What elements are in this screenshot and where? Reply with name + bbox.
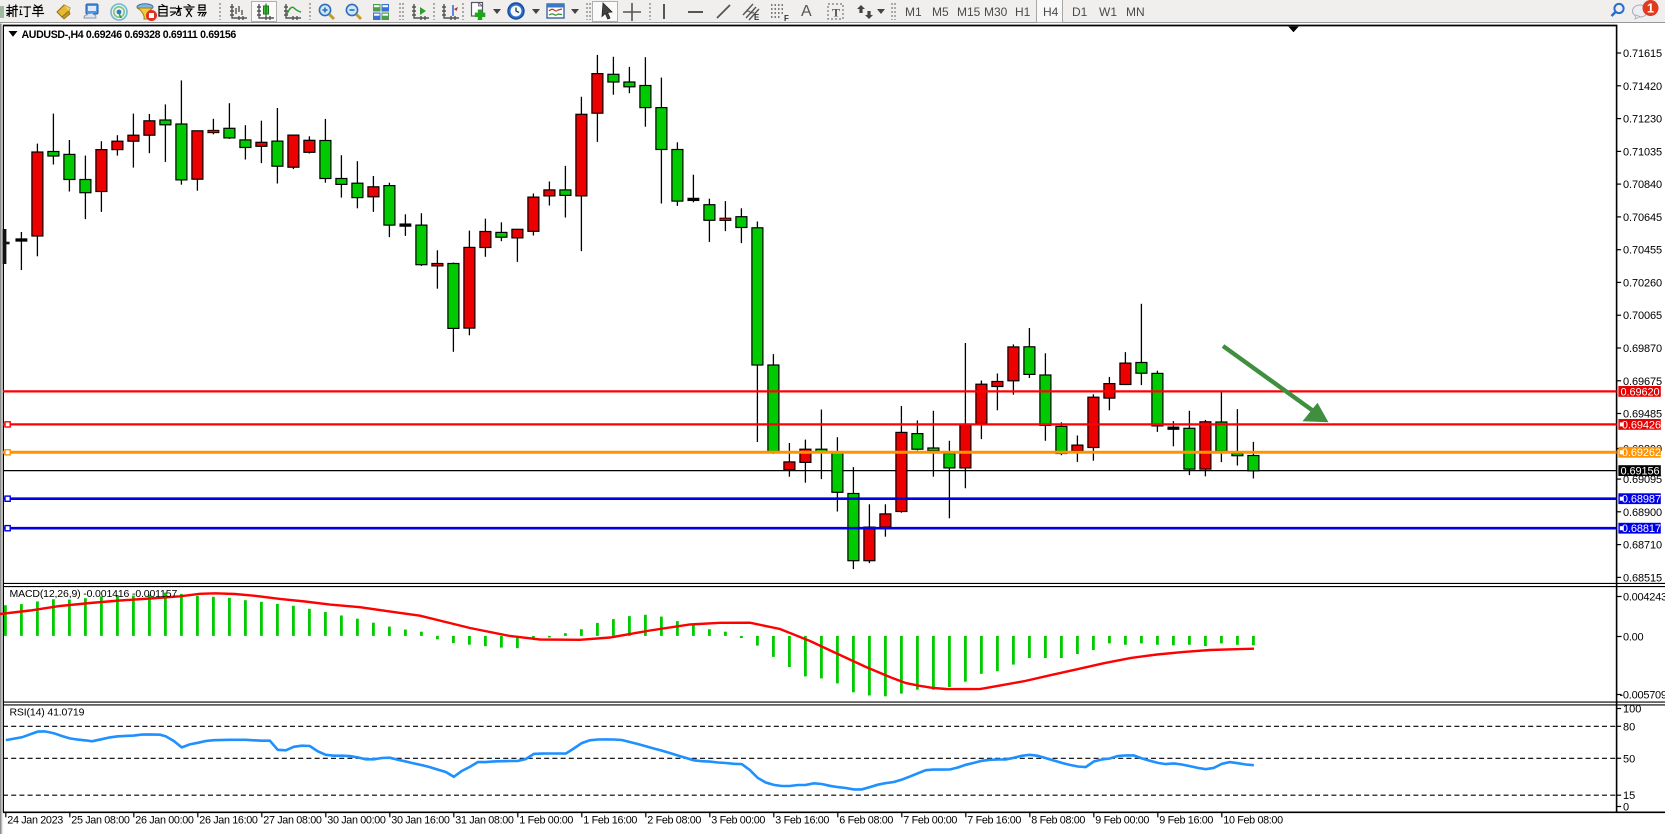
svg-text:26 Jan 00:00: 26 Jan 00:00 (135, 815, 194, 827)
svg-text:25 Jan 08:00: 25 Jan 08:00 (71, 815, 130, 827)
svg-text:26 Jan 16:00: 26 Jan 16:00 (199, 815, 258, 827)
svg-text:MACD(12,26,9) -0.001416 -0.001: MACD(12,26,9) -0.001416 -0.001157 (10, 588, 178, 600)
svg-text:7 Feb 16:00: 7 Feb 16:00 (967, 815, 1021, 827)
svg-text:0.68515: 0.68515 (1623, 572, 1662, 584)
svg-text:RSI(14) 41.0719: RSI(14) 41.0719 (10, 707, 85, 719)
svg-text:3 Feb 16:00: 3 Feb 16:00 (775, 815, 829, 827)
svg-text:0.69095: 0.69095 (1623, 474, 1662, 486)
svg-text:0.69870: 0.69870 (1623, 343, 1662, 355)
svg-text:80: 80 (1623, 721, 1635, 733)
svg-text:1: 1 (1647, 1, 1654, 16)
svg-text:3 Feb 00:00: 3 Feb 00:00 (711, 815, 765, 827)
svg-text:15: 15 (1623, 790, 1635, 802)
svg-text:31 Jan 08:00: 31 Jan 08:00 (455, 815, 514, 827)
svg-text:0.68987: 0.68987 (1622, 494, 1661, 506)
svg-text:0.69620: 0.69620 (1620, 386, 1659, 398)
svg-text:9 Feb 16:00: 9 Feb 16:00 (1159, 815, 1213, 827)
svg-text:1 Feb 00:00: 1 Feb 00:00 (519, 815, 573, 827)
svg-text:0.68710: 0.68710 (1623, 540, 1662, 552)
svg-text:0.69156: 0.69156 (1620, 466, 1659, 478)
svg-text:0.70455: 0.70455 (1623, 245, 1662, 257)
svg-text:10 Feb 08:00: 10 Feb 08:00 (1223, 815, 1283, 827)
svg-text:30 Jan 16:00: 30 Jan 16:00 (391, 815, 450, 827)
svg-text:AUDUSD-,H4 0.69246 0.69328 0.: AUDUSD-,H4 0.69246 0.69328 0.69111 0.691… (22, 29, 237, 41)
svg-text:30 Jan 00:00: 30 Jan 00:00 (327, 815, 386, 827)
svg-text:9 Feb 00:00: 9 Feb 00:00 (1095, 815, 1149, 827)
svg-text:2 Feb 08:00: 2 Feb 08:00 (647, 815, 701, 827)
svg-text:6 Feb 08:00: 6 Feb 08:00 (839, 815, 893, 827)
svg-text:0.69485: 0.69485 (1623, 409, 1662, 421)
svg-text:E: E (754, 13, 760, 22)
svg-text:F: F (784, 14, 789, 23)
svg-text:100: 100 (1623, 704, 1641, 716)
svg-text:0.68900: 0.68900 (1623, 507, 1662, 519)
svg-text:0.70065: 0.70065 (1623, 310, 1662, 322)
svg-text:0.00: 0.00 (1623, 632, 1644, 644)
svg-text:24 Jan 2023: 24 Jan 2023 (7, 815, 63, 827)
svg-text:50: 50 (1623, 753, 1635, 765)
svg-text:0.69262: 0.69262 (1622, 447, 1661, 459)
svg-text:0.68817: 0.68817 (1622, 523, 1661, 535)
svg-text:0.71615: 0.71615 (1623, 48, 1662, 60)
svg-text:1 Feb 16:00: 1 Feb 16:00 (583, 815, 637, 827)
svg-text:8 Feb 08:00: 8 Feb 08:00 (1031, 815, 1085, 827)
svg-text:0.70260: 0.70260 (1623, 277, 1662, 289)
svg-text:0.71420: 0.71420 (1623, 81, 1662, 93)
svg-text:0.70645: 0.70645 (1623, 212, 1662, 224)
svg-text:T: T (832, 6, 840, 20)
svg-text:0.69426: 0.69426 (1622, 419, 1661, 431)
svg-text:0: 0 (1623, 802, 1629, 814)
svg-text:27 Jan 08:00: 27 Jan 08:00 (263, 815, 322, 827)
svg-text:7 Feb 00:00: 7 Feb 00:00 (903, 815, 957, 827)
svg-text:0.71230: 0.71230 (1623, 114, 1662, 126)
svg-text:0.69675: 0.69675 (1623, 376, 1662, 388)
svg-text:-0.005709: -0.005709 (1620, 690, 1665, 702)
svg-text:0.70840: 0.70840 (1623, 179, 1662, 191)
svg-text:0.71035: 0.71035 (1623, 146, 1662, 158)
svg-text:0.004243: 0.004243 (1623, 592, 1665, 604)
